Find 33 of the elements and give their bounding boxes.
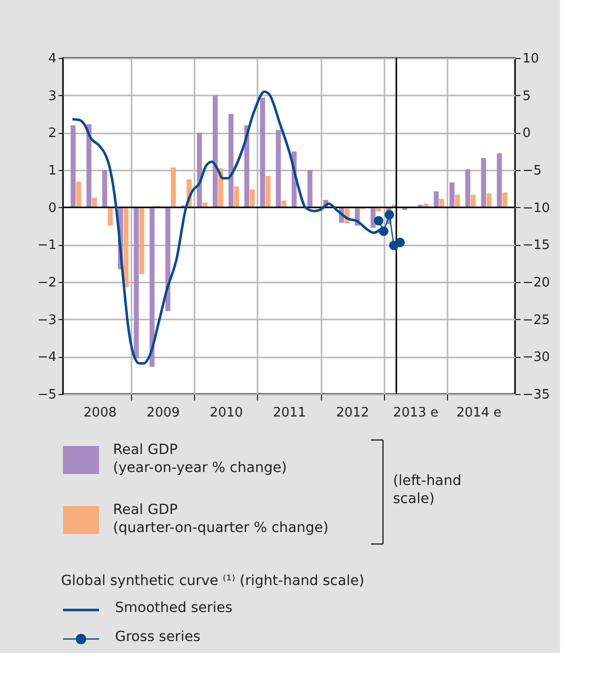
y2-tick-label: −30 [522, 350, 550, 366]
y-tick-label: −3 [37, 312, 56, 328]
y2-tick-label: 10 [522, 52, 540, 66]
y2-tick-label: 5 [522, 88, 531, 104]
y-tick-label: 0 [48, 200, 56, 216]
y-tick-label: 1 [48, 164, 56, 178]
x-tick-label: 2009 [146, 406, 180, 420]
legend-label: Smoothed series [115, 600, 232, 616]
y-tick-label: 2 [48, 126, 56, 142]
x-tick-label: 2012 [336, 406, 370, 420]
y-tick-label: −4 [37, 350, 56, 366]
y-tick-label: −2 [37, 276, 56, 290]
y-tick-label: −1 [37, 238, 56, 254]
y-tick-label: 4 [48, 52, 56, 66]
y2-tick-label: 0 [522, 126, 531, 142]
y2-tick-label: −10 [522, 200, 550, 216]
legend-label: Real GDP (year-on-year % change) [113, 442, 287, 476]
x-tick-label: 2010 [210, 406, 243, 420]
y2-tick-label: −5 [522, 164, 542, 178]
legend-label: Gross series [115, 629, 200, 645]
x-tick-label: 2014 e [456, 406, 502, 420]
y2-tick-label: −25 [522, 312, 550, 328]
legend-label: Real GDP (quarter-on-quarter % change) [113, 502, 328, 536]
x-tick-label: 2013 e [393, 406, 438, 420]
y-tick-label: −5 [37, 388, 56, 402]
x-tick-label: 2008 [84, 406, 117, 420]
x-tick-label: 2011 [272, 406, 306, 420]
text: (left-hand scale) [393, 473, 462, 507]
y2-tick-label: −35 [522, 388, 550, 402]
y2-tick-label: −15 [522, 238, 550, 254]
y-tick-label: 3 [48, 88, 56, 104]
y2-tick-label: −20 [522, 276, 550, 290]
text: Global synthetic curve ⁽¹⁾ (right-hand scale) [61, 573, 364, 589]
